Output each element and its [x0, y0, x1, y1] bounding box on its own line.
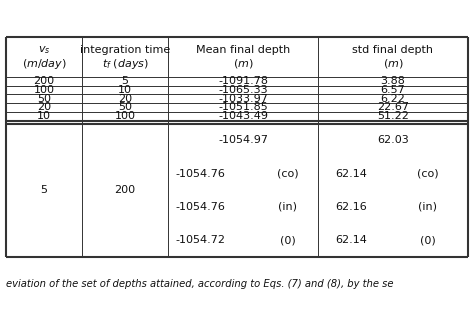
Text: 62.16: 62.16	[336, 202, 367, 212]
Text: 3.88: 3.88	[381, 76, 405, 86]
Text: -1054.76: -1054.76	[175, 202, 225, 212]
Text: 22.67: 22.67	[377, 103, 409, 112]
Text: (co): (co)	[277, 169, 299, 179]
Text: $(m/day)$: $(m/day)$	[22, 57, 66, 71]
Text: 10: 10	[37, 111, 51, 121]
Text: -1065.33: -1065.33	[218, 85, 268, 95]
Text: 51.22: 51.22	[377, 111, 409, 121]
Text: $(m)$: $(m)$	[383, 57, 403, 70]
Text: $v_s$: $v_s$	[38, 44, 50, 56]
Text: 200: 200	[114, 185, 136, 195]
Text: 50: 50	[118, 103, 132, 112]
Text: -1054.72: -1054.72	[175, 235, 225, 245]
Text: 10: 10	[118, 85, 132, 95]
Text: 50: 50	[37, 94, 51, 104]
Text: 100: 100	[34, 85, 55, 95]
Text: 100: 100	[115, 111, 136, 121]
Text: integration time: integration time	[80, 45, 170, 55]
Text: (in): (in)	[279, 202, 298, 212]
Text: -1054.76: -1054.76	[175, 169, 225, 179]
Text: 62.03: 62.03	[377, 135, 409, 145]
Text: 20: 20	[37, 103, 51, 112]
Text: 200: 200	[34, 76, 55, 86]
Text: -1043.49: -1043.49	[218, 111, 268, 121]
Text: (0): (0)	[280, 235, 296, 245]
Text: 6.22: 6.22	[381, 94, 405, 104]
Text: (in): (in)	[418, 202, 437, 212]
Text: 20: 20	[118, 94, 132, 104]
Text: 62.14: 62.14	[336, 235, 367, 245]
Text: $t_f$ $(days)$: $t_f$ $(days)$	[101, 57, 148, 71]
Text: $(m)$: $(m)$	[233, 57, 253, 70]
Text: -1054.97: -1054.97	[218, 135, 268, 145]
Text: 6.57: 6.57	[381, 85, 405, 95]
Text: (co): (co)	[417, 169, 438, 179]
Text: std final depth: std final depth	[353, 45, 434, 55]
Text: Mean final depth: Mean final depth	[196, 45, 290, 55]
Text: -1033.97: -1033.97	[218, 94, 268, 104]
Text: 62.14: 62.14	[336, 169, 367, 179]
Text: 5: 5	[121, 76, 128, 86]
Text: 5: 5	[40, 185, 47, 195]
Text: eviation of the set of depths attained, according to Eqs. (7) and (8), by the se: eviation of the set of depths attained, …	[6, 279, 393, 289]
Text: -1051.85: -1051.85	[218, 103, 268, 112]
Text: (0): (0)	[419, 235, 436, 245]
Text: -1091.78: -1091.78	[218, 76, 268, 86]
